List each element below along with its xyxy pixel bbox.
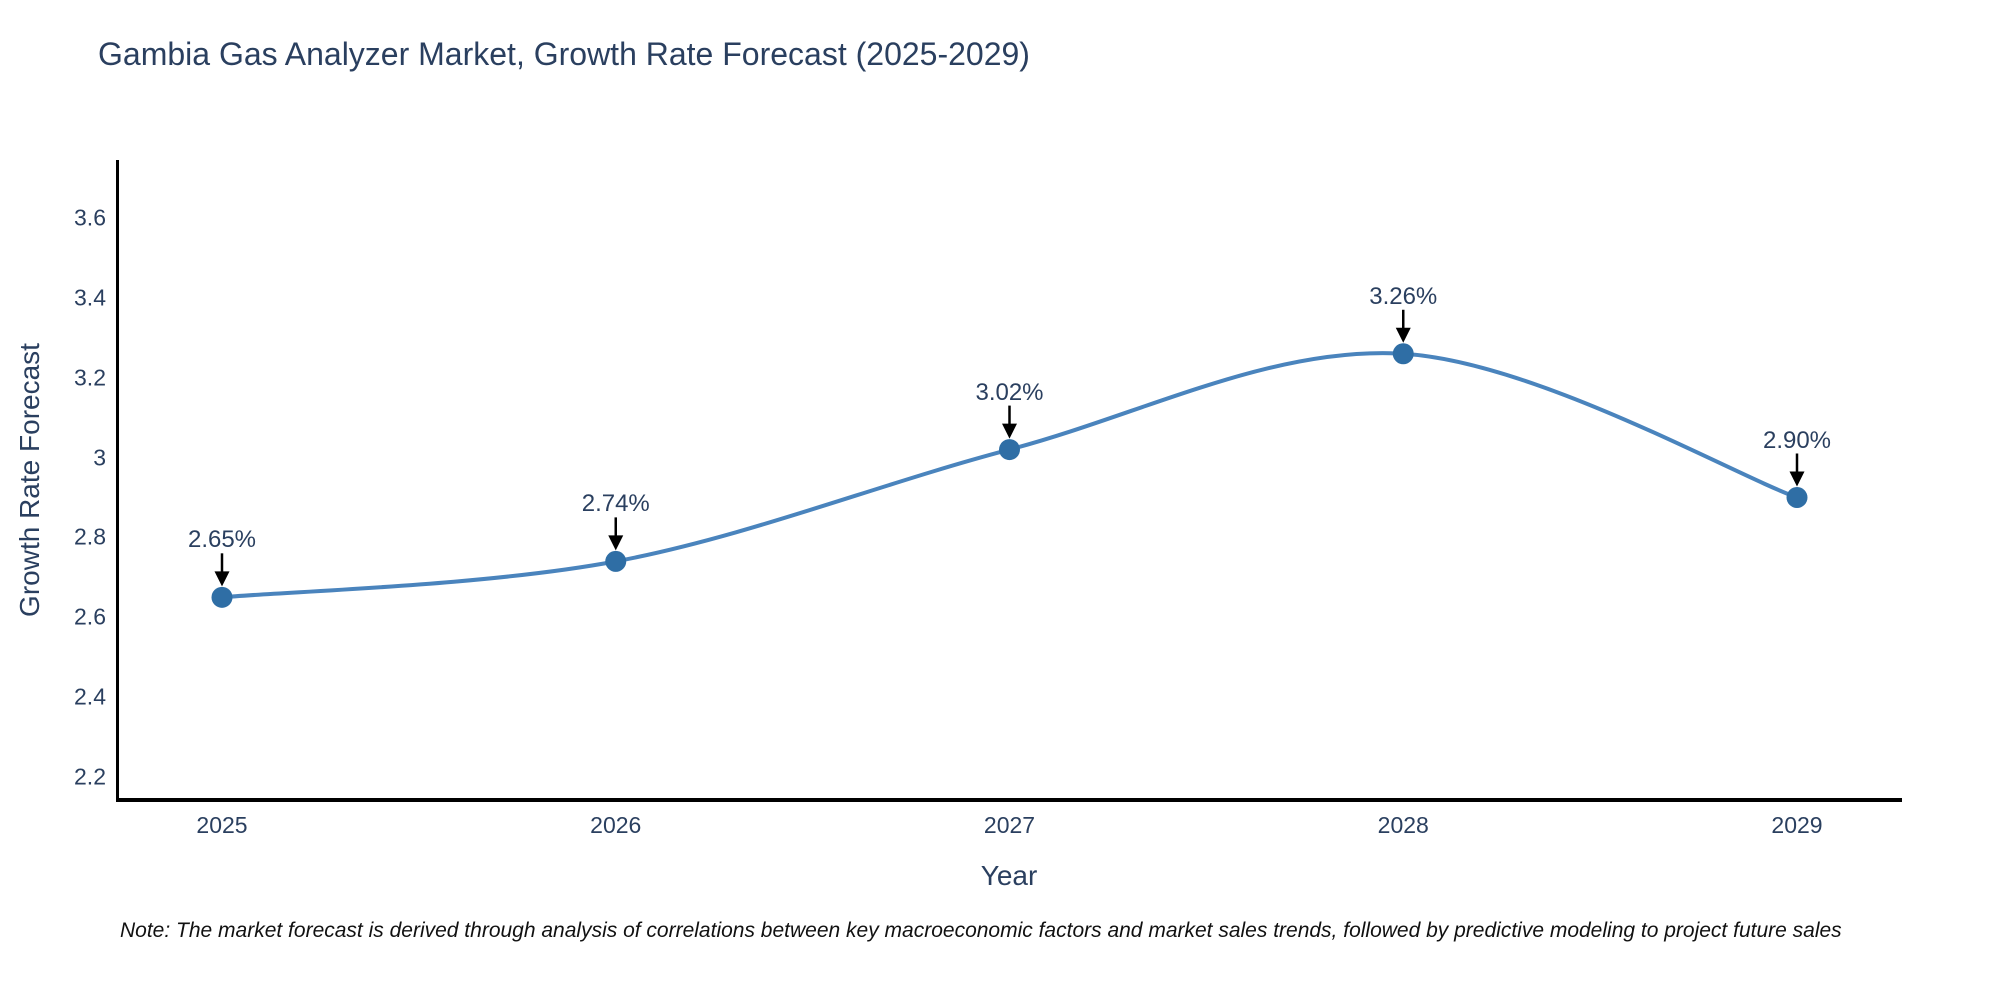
annotation-arrow-head [214, 571, 230, 587]
y-tick-label: 3 [93, 444, 106, 471]
x-tick-label: 2026 [590, 812, 642, 838]
y-tick-label: 3.6 [74, 204, 106, 231]
y-tick-label: 2.2 [74, 763, 106, 790]
x-tick-label: 2029 [1771, 812, 1823, 838]
point-value-label: 2.90% [1762, 426, 1832, 454]
data-point-marker[interactable] [211, 586, 233, 608]
x-tick-label: 2027 [983, 812, 1036, 838]
point-value-label: 2.74% [581, 490, 650, 518]
y-axis-line [116, 160, 119, 802]
annotation-arrow-head [1789, 471, 1805, 487]
y-tick-label: 2.6 [74, 603, 106, 630]
data-point-marker[interactable] [1786, 487, 1808, 508]
x-axis-line [116, 798, 1902, 802]
chart-title: Gambia Gas Analyzer Market, Growth Rate … [98, 36, 1030, 72]
point-value-label: 3.26% [1369, 282, 1438, 310]
annotation-arrow-head [1002, 423, 1017, 439]
y-tick-label: 2.8 [74, 523, 106, 550]
y-tick-label: 2.4 [74, 683, 106, 710]
footnote: Note: The market forecast is derived thr… [120, 919, 1842, 942]
data-point-marker[interactable] [605, 550, 627, 572]
annotation-arrow-head [1395, 327, 1411, 343]
x-tick-label: 2028 [1377, 812, 1429, 838]
data-point-marker[interactable] [999, 439, 1020, 461]
x-tick-label: 2025 [196, 812, 248, 838]
y-tick-label: 3.4 [74, 284, 106, 311]
point-value-label: 3.02% [975, 378, 1044, 406]
x-axis-title: Year [980, 860, 1038, 891]
y-tick-label: 3.2 [74, 364, 106, 391]
annotation-arrow-head [608, 535, 624, 551]
point-value-label: 2.65% [187, 526, 257, 554]
data-point-marker[interactable] [1392, 343, 1414, 365]
